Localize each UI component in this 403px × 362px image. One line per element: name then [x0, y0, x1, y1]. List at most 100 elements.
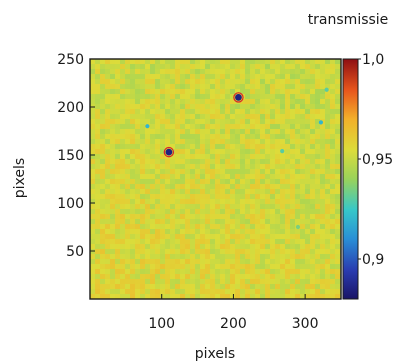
heat-cell	[270, 179, 276, 185]
heat-cell	[235, 179, 241, 185]
heat-cell	[330, 184, 336, 190]
heat-cell	[200, 129, 206, 135]
heat-cell	[280, 144, 286, 150]
heat-cell	[300, 294, 306, 300]
heat-cell	[125, 94, 131, 100]
heat-cell	[260, 164, 266, 170]
heat-cell	[105, 89, 111, 95]
heat-cell	[235, 274, 241, 280]
heat-cell	[270, 169, 276, 175]
heat-cell	[140, 129, 146, 135]
heat-cell	[300, 189, 306, 195]
heat-cell	[165, 279, 171, 285]
heat-cell	[235, 114, 241, 120]
heat-cell	[225, 144, 231, 150]
heat-cell	[230, 94, 236, 100]
heat-cell	[275, 174, 281, 180]
heat-cell	[280, 179, 286, 185]
heat-cell	[200, 79, 206, 85]
heat-cell	[270, 119, 276, 125]
heat-cell	[180, 159, 186, 165]
heat-cell	[290, 69, 296, 75]
heat-cell	[280, 94, 286, 100]
heat-cell	[305, 139, 311, 145]
heat-cell	[160, 284, 166, 290]
heat-cell	[220, 224, 226, 230]
heat-cell	[270, 154, 276, 160]
heat-cell	[220, 109, 226, 115]
heat-cell	[155, 249, 161, 255]
heat-cell	[270, 189, 276, 195]
heat-cell	[100, 244, 106, 250]
heat-cell	[180, 144, 186, 150]
heat-cell	[290, 164, 296, 170]
heat-cell	[165, 94, 171, 100]
heat-cell	[315, 214, 321, 220]
heat-cell	[185, 264, 191, 270]
heat-cell	[335, 284, 341, 290]
heat-cell	[195, 109, 201, 115]
heat-cell	[110, 194, 116, 200]
heat-cell	[220, 164, 226, 170]
heat-cell	[150, 99, 156, 105]
heat-cell	[235, 234, 241, 240]
heat-cell	[110, 189, 116, 195]
heat-cell	[315, 294, 321, 300]
heat-cell	[315, 139, 321, 145]
heat-cell	[125, 164, 131, 170]
heat-cell	[190, 174, 196, 180]
heat-cell	[165, 174, 171, 180]
heat-cell	[250, 264, 256, 270]
heat-cell	[335, 254, 341, 260]
heat-cell	[205, 214, 211, 220]
heat-cell	[240, 239, 246, 245]
heat-cell	[145, 269, 151, 275]
heat-cell	[220, 264, 226, 270]
heat-cell	[220, 94, 226, 100]
heat-cell	[110, 204, 116, 210]
heat-cell	[155, 134, 161, 140]
heat-cell	[195, 104, 201, 110]
heat-cell	[310, 149, 316, 155]
heat-cell	[245, 189, 251, 195]
heat-cell	[265, 109, 271, 115]
heat-cell	[190, 109, 196, 115]
heat-cell	[115, 259, 121, 265]
heat-cell	[120, 144, 126, 150]
heat-cell	[295, 139, 301, 145]
heat-cell	[155, 294, 161, 300]
heat-cell	[300, 144, 306, 150]
heat-cell	[190, 289, 196, 295]
heat-cell	[245, 209, 251, 215]
heat-cell	[200, 144, 206, 150]
heat-cell	[190, 214, 196, 220]
heat-cell	[175, 244, 181, 250]
heat-cell	[220, 69, 226, 75]
heat-cell	[200, 239, 206, 245]
heat-cell	[100, 274, 106, 280]
heat-cell	[95, 269, 101, 275]
heat-cell	[180, 224, 186, 230]
heat-cell	[100, 159, 106, 165]
heat-cell	[265, 169, 271, 175]
heat-cell	[250, 229, 256, 235]
heat-cell	[325, 169, 331, 175]
heat-cell	[225, 239, 231, 245]
heat-cell	[215, 264, 221, 270]
heat-cell	[230, 184, 236, 190]
heat-cell	[310, 79, 316, 85]
heat-cell	[185, 239, 191, 245]
heat-cell	[95, 219, 101, 225]
heat-cell	[130, 239, 136, 245]
heat-cell	[210, 229, 216, 235]
heat-cell	[220, 154, 226, 160]
heat-cell	[205, 279, 211, 285]
heat-cell	[305, 229, 311, 235]
heat-cell	[125, 219, 131, 225]
heat-cell	[220, 174, 226, 180]
heat-cell	[155, 74, 161, 80]
heat-cell	[225, 179, 231, 185]
heat-cell	[320, 259, 326, 265]
heat-cell	[130, 194, 136, 200]
heat-cell	[270, 129, 276, 135]
